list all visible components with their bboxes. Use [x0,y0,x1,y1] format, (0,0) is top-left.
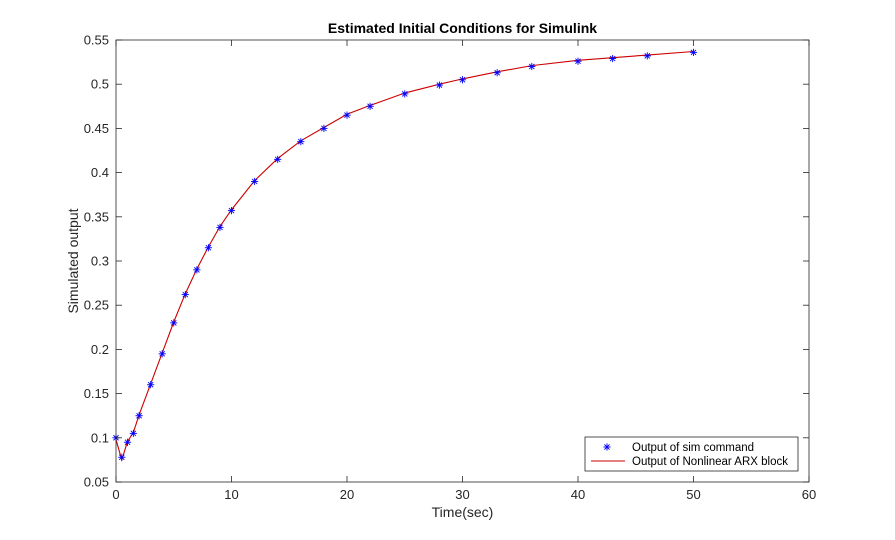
series-0-point-6 [158,350,166,358]
plot-area [116,40,809,482]
series-0-point-5 [147,381,155,389]
y-tick-label-8: 0.45 [84,121,109,136]
y-tick-label-9: 0.5 [91,77,109,92]
y-axis-title: Simulated output [65,208,81,313]
x-tick-label-0: 0 [112,487,119,502]
legend-box [584,436,799,472]
series-0-point-12 [227,207,236,215]
y-tick-label-4: 0.25 [84,298,109,313]
series-0-point-25 [609,54,617,63]
legend-label-sim-command: Output of sim command [632,442,754,454]
series-0-point-18 [366,102,374,110]
series-layer [112,48,698,462]
series-0-point-15 [297,138,305,146]
series-0-point-3 [129,429,137,437]
series-0-point-13 [251,177,259,186]
ticks-layer: 0 10 20 30 40 50 60 0.05 0.1 0.15 0.2 0.25 0.3 0.35 0.… [84,33,817,503]
y-tick-label-7: 0.4 [91,165,109,180]
series-0-point-17 [343,111,351,119]
x-tick-label-2: 20 [340,487,354,502]
series-0-point-20 [435,81,443,89]
series-0-point-19 [401,90,409,98]
series-0-point-7 [170,319,178,327]
x-tick-label-4: 40 [571,487,585,502]
x-tick-label-1: 10 [224,487,238,502]
series-line-1 [115,50,694,462]
series-0-point-10 [204,244,212,252]
legend-label-arx-block: Output of Nonlinear ARX block [632,456,788,468]
series-0-point-27 [689,48,698,56]
series-0-point-2 [123,438,132,446]
y-tick-label-3: 0.2 [91,342,109,357]
series-0-point-4 [135,412,143,420]
series-0-point-24 [574,57,582,65]
series-0-point-16 [320,124,328,132]
chart-title: Estimated Initial Conditions for Simulin… [328,20,597,36]
series-0-point-26 [643,52,651,60]
series-0-point-14 [274,155,282,163]
y-tick-label-10: 0.55 [84,33,109,48]
x-axis-title: Time(sec) [432,504,494,520]
y-tick-label-5: 0.3 [91,254,109,269]
y-tick-label-6: 0.35 [84,209,109,224]
series-0-point-11 [216,223,224,232]
x-tick-label-6: 60 [802,487,816,502]
x-tick-label-5: 50 [686,487,700,502]
legend-marker-sim-command [603,443,611,451]
x-tick-label-3: 30 [455,487,469,502]
series-0-point-22 [493,69,501,77]
series-0-point-8 [181,290,189,299]
legend: Output of sim command Output of Nonlinea… [584,436,799,472]
series-0-point-9 [193,266,201,274]
series-0-point-21 [458,76,467,84]
y-tick-label-0: 0.05 [84,475,109,490]
y-tick-label-1: 0.1 [91,430,109,445]
legend-asterisk [603,443,611,451]
series-0-point-1 [118,453,126,461]
y-tick-label-2: 0.15 [84,386,109,401]
series-0-point-23 [528,62,536,71]
